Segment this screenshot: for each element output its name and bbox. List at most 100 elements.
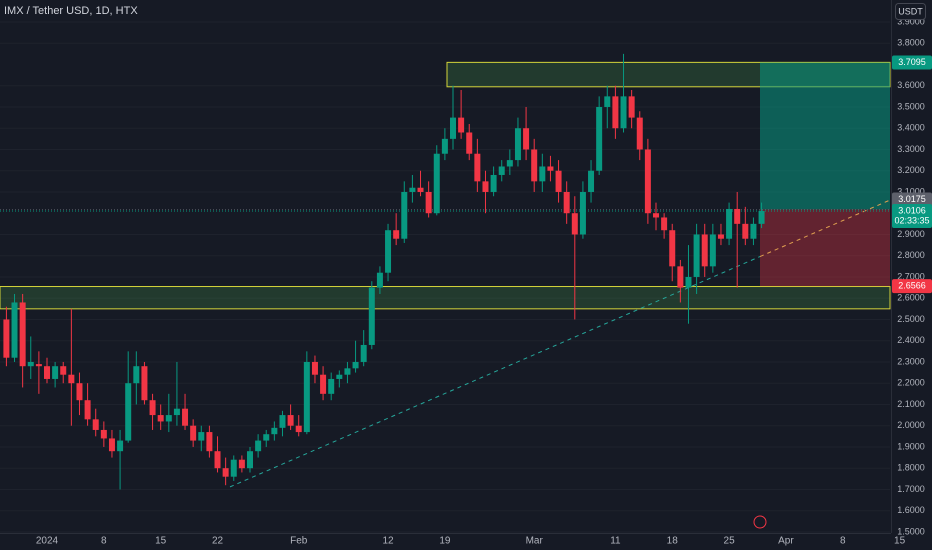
candle-body <box>563 191 570 214</box>
candle-body <box>328 378 335 394</box>
y-tick-label: 1.7000 <box>897 484 925 494</box>
candle-body <box>173 408 180 416</box>
candle-body <box>108 438 115 452</box>
x-tick-label: 15 <box>155 536 167 547</box>
x-tick-label: 12 <box>382 536 394 547</box>
candle-body <box>514 128 521 161</box>
candle-body <box>360 344 367 362</box>
zone <box>0 286 891 310</box>
price-tag-label: 3.7095 <box>898 57 926 67</box>
replay-icon[interactable] <box>753 515 767 529</box>
y-tick-label: 3.6000 <box>897 80 925 90</box>
candle-body <box>604 96 611 107</box>
candle-body <box>531 149 538 182</box>
x-tick-label: 2024 <box>36 536 59 547</box>
candle-body <box>76 383 83 401</box>
y-tick-label: 1.5000 <box>897 526 925 536</box>
candle-body <box>35 364 42 367</box>
candle-body <box>701 234 708 267</box>
candle-body <box>190 425 197 441</box>
x-tick-label: Apr <box>778 536 794 547</box>
y-tick-label: 3.3000 <box>897 144 925 154</box>
candle-body <box>433 153 440 214</box>
target-area <box>760 62 890 210</box>
candle-body <box>677 266 684 288</box>
candle-body <box>450 117 456 139</box>
candle-body <box>612 96 619 129</box>
candle-body <box>230 459 237 477</box>
y-tick-label: 3.2000 <box>897 165 925 175</box>
candle-body <box>661 217 668 231</box>
candle-body <box>409 187 416 192</box>
zones <box>0 61 891 488</box>
candle-body <box>588 170 595 192</box>
candle-body <box>68 374 75 384</box>
candle-body <box>255 440 262 452</box>
price-tag <box>892 55 932 70</box>
y-tick-label: 2.3000 <box>897 356 925 366</box>
x-tick-label: 15 <box>894 536 906 547</box>
chart-title: IMX / Tether USD, 1D, HTX <box>4 5 138 17</box>
candle-body <box>490 174 497 192</box>
candle-body <box>734 208 741 224</box>
price-tag-label: 2.6566 <box>898 281 926 291</box>
candle-body <box>44 366 50 379</box>
price-tag-label: 3.0106 <box>898 205 926 215</box>
candle-body <box>482 181 489 192</box>
y-tick-label: 2.5000 <box>897 314 925 324</box>
price-tag <box>892 203 932 228</box>
candle-body <box>750 223 757 239</box>
x-tick-label: 19 <box>439 536 451 547</box>
candle-body <box>157 415 164 422</box>
candle-body <box>222 468 229 477</box>
axis: 3.9000 3.8000 3.6000 3.5000 3.4000 3.3000 3.20… <box>36 16 932 547</box>
currency-box[interactable] <box>895 3 926 20</box>
x-tick-label: Mar <box>526 536 544 547</box>
y-tick-label: 1.9000 <box>897 441 925 451</box>
candle-body <box>458 117 465 133</box>
candle-body <box>344 368 351 375</box>
candle-body <box>653 213 659 218</box>
candle-body <box>393 230 400 239</box>
candle-body <box>425 191 432 214</box>
grid <box>0 21 890 533</box>
candle-body <box>3 319 10 358</box>
x-tick-label: 8 <box>101 536 107 547</box>
candle-body <box>417 187 424 192</box>
x-tick-label: 8 <box>840 536 846 547</box>
y-tick-label: 2.6000 <box>897 293 925 303</box>
candle-body <box>238 459 245 469</box>
candle-body <box>685 276 692 288</box>
x-tick-label: 22 <box>212 536 224 547</box>
candle-body <box>27 361 34 367</box>
candle-body <box>717 234 724 239</box>
candle-body <box>295 425 302 433</box>
stop-area <box>760 209 890 287</box>
price-tag-label: 3.0175 <box>898 194 926 204</box>
y-tick-label: 2.8000 <box>897 250 925 260</box>
y-tick-label: 2.2000 <box>897 378 925 388</box>
y-tick-label: 3.4000 <box>897 123 925 133</box>
y-tick-label: 3.5000 <box>897 101 925 111</box>
candle-body <box>60 366 67 375</box>
candle-body <box>182 408 189 426</box>
countdown: 02:33:35 <box>894 215 929 225</box>
candle-body <box>206 432 213 452</box>
candle-body <box>19 302 26 367</box>
candle-body <box>385 230 392 273</box>
candle-body <box>466 132 473 154</box>
candle-body <box>279 415 286 428</box>
candle-body <box>141 366 148 401</box>
candle-body <box>133 366 140 384</box>
candle-body <box>368 287 375 345</box>
candle-body <box>579 191 586 235</box>
price-tag <box>892 279 932 294</box>
candle-body <box>441 138 448 154</box>
candle-body <box>336 374 343 379</box>
candle-body <box>596 106 603 171</box>
candle-body <box>693 234 700 277</box>
candle-body <box>287 415 294 426</box>
candle-body <box>52 366 59 379</box>
